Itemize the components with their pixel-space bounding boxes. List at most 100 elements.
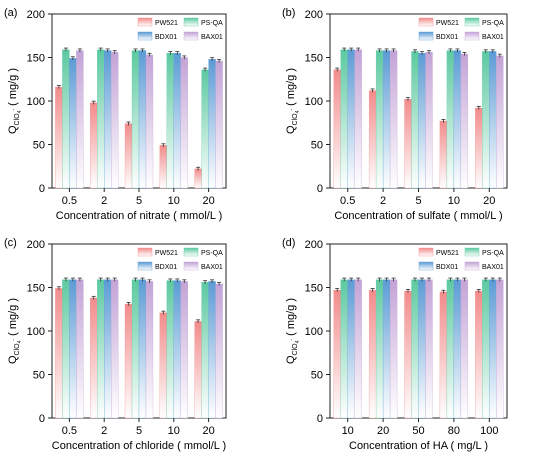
- x-tick-label: 10: [448, 195, 460, 207]
- bar-pw521: [55, 86, 63, 189]
- bar-pw521: [194, 321, 202, 419]
- x-tick-label: 0.5: [62, 195, 77, 207]
- x-tick-label: 20: [202, 195, 214, 207]
- legend: PW521 PS-QA BDX01 BAX01: [137, 247, 223, 271]
- y-tick-label: 150: [27, 283, 45, 295]
- legend-swatch: [418, 17, 434, 27]
- bar-ps-qa: [375, 50, 384, 189]
- y-tick-label: 100: [27, 96, 45, 108]
- bar-ps-qa: [411, 51, 419, 189]
- y-axis-label: QClO4- ( mg/g ): [7, 298, 23, 364]
- x-tick-label: 10: [342, 425, 354, 437]
- bar-ps-qa: [446, 50, 455, 189]
- bar-bax01: [460, 279, 469, 419]
- legend-swatch: [464, 261, 480, 271]
- bar-bax01: [76, 50, 84, 189]
- bar-ps-qa: [62, 49, 70, 189]
- x-tick-label: 100: [480, 425, 498, 437]
- bar-bdx01: [489, 51, 497, 189]
- y-tick-label: 50: [311, 370, 323, 382]
- bar-bdx01: [418, 279, 426, 419]
- x-tick-label: 80: [448, 425, 460, 437]
- bar-bdx01: [69, 279, 77, 419]
- y-tick-label: 0: [39, 183, 45, 195]
- x-tick-label: 5: [136, 195, 142, 207]
- bar-bdx01: [347, 49, 355, 189]
- x-tick-label: 0.5: [340, 195, 355, 207]
- y-tick-label: 0: [317, 413, 323, 425]
- x-tick-label: 2: [101, 425, 107, 437]
- bar-pw521: [368, 90, 377, 189]
- legend-swatch: [137, 17, 153, 27]
- bar-bdx01: [347, 279, 355, 419]
- legend-label: PW521: [436, 20, 459, 27]
- legend: PW521 PS-QA BDX01 BAX01: [137, 17, 223, 41]
- panel-label: (a): [4, 7, 17, 19]
- legend-label: BAX01: [201, 264, 223, 271]
- y-axis-label: QClO4- ( mg/g ): [285, 68, 301, 134]
- bar-ps-qa: [62, 279, 70, 419]
- bar-bax01: [496, 279, 504, 419]
- bar-pw521: [439, 120, 448, 189]
- bar-pw521: [124, 303, 133, 419]
- bar-ps-qa: [166, 53, 174, 189]
- bar-bdx01: [104, 50, 112, 189]
- x-tick-label: 10: [168, 425, 180, 437]
- bar-bdx01: [489, 279, 497, 419]
- bar-ps-qa: [482, 279, 490, 419]
- bar-ps-qa: [131, 279, 140, 419]
- bar-ps-qa: [166, 280, 174, 419]
- legend-label: PS-QA: [482, 20, 504, 27]
- legend: PW521 PS-QA BDX01 BAX01: [418, 247, 504, 271]
- legend-swatch: [137, 247, 153, 257]
- chart-panel-4: (d) 0 50 100 150 200 QClO4- ( mg/g ) 10 20 50 80 10…: [282, 237, 508, 452]
- bar-bax01: [460, 53, 469, 189]
- bar-pw521: [368, 289, 377, 419]
- bar-ps-qa: [411, 279, 419, 419]
- bar-pw521: [333, 289, 341, 419]
- x-tick-label: 0.5: [62, 425, 77, 437]
- x-tick-label: 5: [415, 195, 421, 207]
- bar-bdx01: [69, 58, 77, 189]
- bar-ps-qa: [97, 49, 105, 189]
- bar-bax01: [425, 279, 433, 419]
- bar-pw521: [90, 297, 98, 419]
- bar-bax01: [76, 279, 84, 419]
- bar-bax01: [425, 52, 433, 189]
- legend-swatch: [464, 247, 480, 257]
- legend-swatch: [137, 261, 153, 271]
- legend-swatch: [183, 261, 199, 271]
- legend-swatch: [464, 17, 480, 27]
- bar-bdx01: [173, 280, 181, 419]
- bar-ps-qa: [446, 279, 455, 419]
- bar-pw521: [475, 107, 483, 189]
- y-tick-label: 0: [39, 413, 45, 425]
- legend-swatch: [418, 31, 434, 41]
- x-tick-label: 20: [377, 425, 389, 437]
- bar-bax01: [145, 281, 154, 419]
- y-tick-label: 50: [33, 140, 45, 152]
- bar-bax01: [215, 60, 223, 189]
- bar-bax01: [180, 281, 188, 419]
- bar-pw521: [404, 290, 412, 419]
- bar-bax01: [111, 279, 119, 419]
- bar-bdx01: [382, 50, 391, 189]
- legend-label: PS-QA: [482, 250, 504, 257]
- legend: PW521 PS-QA BDX01 BAX01: [418, 17, 504, 41]
- legend-label: BDX01: [155, 264, 177, 271]
- bar-ps-qa: [482, 51, 490, 189]
- bar-ps-qa: [340, 279, 348, 419]
- chart-panel-3: (c) 0 50 100 150 200 QClO4- ( mg/g ) 0.5 2 5 10 20 C…: [4, 237, 227, 452]
- bar-pw521: [404, 99, 412, 189]
- y-axis-label: QClO4- ( mg/g ): [285, 298, 301, 364]
- bar-ps-qa: [131, 50, 140, 189]
- legend-label: BAX01: [482, 264, 504, 271]
- bar-bax01: [215, 283, 223, 419]
- bar-bdx01: [382, 279, 391, 419]
- bar-bax01: [354, 49, 362, 189]
- bar-bdx01: [453, 50, 462, 189]
- x-axis-label: Concentration of sulfate ( mmol/L ): [334, 210, 502, 222]
- x-tick-label: 20: [483, 195, 495, 207]
- y-tick-label: 200: [305, 9, 323, 21]
